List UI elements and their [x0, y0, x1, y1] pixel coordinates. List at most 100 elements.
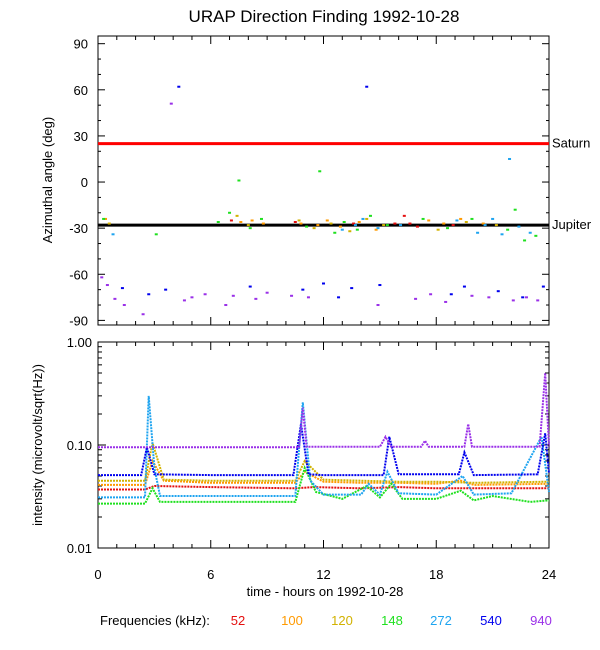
data-point — [528, 231, 532, 234]
data-point — [511, 299, 515, 302]
data-point — [190, 296, 194, 299]
data-point — [415, 225, 419, 228]
data-point — [107, 222, 111, 225]
data-point — [459, 217, 463, 220]
legend-item-148: 148 — [381, 613, 403, 628]
data-point — [337, 296, 341, 299]
data-point — [496, 290, 500, 293]
data-point — [229, 219, 233, 222]
x-tick-label: 0 — [94, 567, 101, 582]
series-line-940khz — [98, 372, 550, 449]
data-point — [113, 297, 117, 300]
x-tick-label: 6 — [207, 567, 214, 582]
data-point — [237, 179, 241, 182]
data-point — [102, 217, 106, 220]
data-point — [491, 217, 495, 220]
data-point — [451, 224, 455, 227]
legend-item-540: 540 — [480, 613, 502, 628]
data-point — [462, 285, 466, 288]
y-tick-label: 30 — [74, 129, 88, 144]
data-point — [487, 296, 491, 299]
azimuth-plot-frame — [97, 35, 550, 326]
data-point — [368, 214, 372, 217]
y-tick-label: 0.10 — [67, 438, 92, 453]
data-point — [408, 222, 412, 225]
data-point — [402, 214, 406, 217]
data-point — [536, 299, 540, 302]
intensity-plot-frame — [97, 341, 550, 549]
data-point — [508, 157, 512, 160]
y-tick-label: 1.00 — [67, 335, 92, 350]
series-line-52khz — [98, 484, 549, 491]
data-point — [216, 221, 220, 224]
data-point — [182, 299, 186, 302]
legend-item-100: 100 — [281, 613, 303, 628]
data-point — [393, 222, 397, 225]
data-point — [464, 221, 468, 224]
data-point — [348, 230, 352, 233]
data-point — [513, 208, 517, 211]
data-point — [449, 293, 453, 296]
data-point — [355, 228, 359, 231]
intensity-y-axis-label: intensity (microvolt/sqrt(Hz)) — [30, 364, 45, 526]
data-point — [378, 284, 382, 287]
data-point — [169, 102, 173, 105]
chart-title: URAP Direction Finding 1992-10-28 — [189, 7, 460, 26]
azimuth-panel: Azimuthal angle (deg) 90 60 30 0 -30 -60 -90 Sa… — [40, 35, 592, 328]
data-point — [105, 284, 109, 287]
data-point — [506, 228, 510, 231]
legend-label: Frequencies (kHz): — [100, 613, 210, 628]
data-point — [231, 294, 235, 297]
data-point — [141, 313, 145, 316]
data-point — [541, 285, 545, 288]
data-point — [259, 217, 263, 220]
data-point — [306, 296, 310, 299]
data-point — [147, 293, 151, 296]
data-point — [203, 293, 207, 296]
data-point — [350, 287, 354, 290]
data-point — [305, 225, 309, 228]
series-line-100khz — [98, 458, 550, 486]
data-point — [228, 211, 232, 214]
data-point — [342, 221, 346, 224]
data-point — [235, 214, 239, 217]
data-point — [470, 217, 474, 220]
x-tick-label: 18 — [429, 567, 443, 582]
data-point — [248, 285, 252, 288]
legend-item-120: 120 — [331, 613, 353, 628]
data-point — [385, 224, 389, 227]
series-line-120khz — [98, 442, 550, 484]
data-point — [352, 222, 356, 225]
series-line-540khz — [98, 423, 550, 477]
data-point — [444, 300, 448, 303]
data-point — [481, 222, 485, 225]
data-point — [120, 287, 124, 290]
data-point — [517, 225, 521, 228]
data-point — [414, 297, 418, 300]
legend-item-940: 940 — [530, 613, 552, 628]
data-point — [297, 219, 301, 222]
data-point — [365, 85, 369, 88]
data-point — [521, 296, 525, 299]
data-point — [239, 221, 243, 224]
data-point — [361, 217, 365, 220]
data-point — [340, 228, 344, 231]
data-point — [301, 288, 305, 291]
data-point — [524, 296, 528, 299]
data-point — [365, 217, 369, 220]
data-point — [299, 222, 303, 225]
data-point — [224, 304, 228, 307]
data-point — [329, 222, 333, 225]
data-point — [293, 221, 297, 224]
intensity-panel: intensity (microvolt/sqrt(Hz)) 1.00 0.10 0… — [30, 335, 556, 582]
data-point — [476, 231, 480, 234]
data-point — [421, 217, 425, 220]
data-point — [534, 234, 538, 237]
data-point — [376, 227, 380, 230]
x-tick-label: 12 — [316, 567, 330, 582]
data-point — [353, 224, 357, 227]
data-point — [254, 297, 258, 300]
data-point — [494, 224, 498, 227]
data-point — [427, 219, 431, 222]
